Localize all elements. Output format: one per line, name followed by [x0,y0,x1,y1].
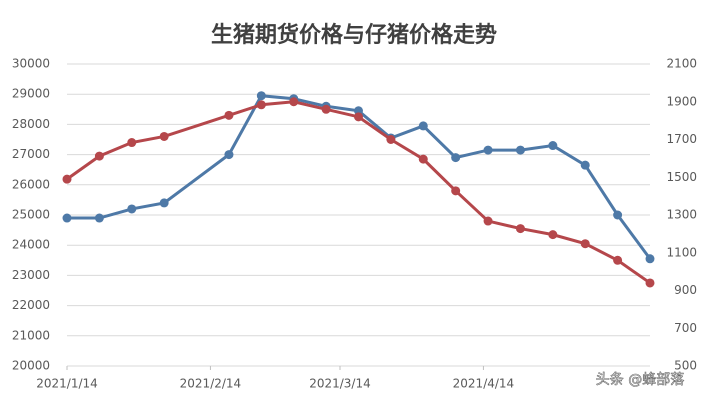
y2-tick-label: 700 [674,321,697,335]
point [645,278,655,288]
y-tick-label: 23000 [12,268,50,282]
point [580,160,590,170]
point [127,138,137,148]
point [224,110,234,120]
point [548,141,558,151]
point [515,224,525,234]
y2-tick-label: 500 [674,359,697,373]
x-tick-label: 2021/3/14 [309,377,371,391]
point [645,254,655,264]
y-tick-label: 20000 [12,359,50,373]
point [548,230,558,240]
y2-tick-label: 1700 [666,132,697,146]
point [94,213,104,223]
y2-tick-label: 1300 [666,208,697,222]
series-line [66,100,651,285]
point [159,198,169,208]
point [483,216,493,226]
point [451,186,461,196]
point [613,210,623,220]
point [418,121,428,131]
y-tick-label: 30000 [12,57,50,71]
y-tick-label: 21000 [12,328,50,342]
point [224,150,234,160]
point [321,104,331,114]
y-tick-label: 29000 [12,87,50,101]
y2-tick-label: 1100 [666,245,697,259]
point [354,112,363,122]
watermark: 头条 @蜂部落 [596,371,684,388]
point [386,135,396,144]
y-tick-label: 28000 [12,117,50,131]
chart-title: 生猪期货价格与仔猪价格走势 [211,22,497,48]
point [418,154,428,164]
point [613,255,623,265]
y2-tick-label: 1500 [666,170,697,184]
y2-tick-label: 900 [674,283,697,297]
point [580,239,590,249]
x-tick-label: 2021/4/14 [453,377,515,391]
point [256,91,266,101]
x-tick-label: 2021/1/14 [36,377,98,391]
y2-tick-label: 1900 [666,94,697,108]
point [62,213,72,223]
point [94,151,104,161]
point [451,153,461,163]
y2-tick-label: 2100 [666,57,697,71]
y-tick-label: 22000 [12,298,50,312]
point [289,97,299,107]
x-tick-label: 2021/2/14 [180,377,242,391]
y-tick-label: 24000 [12,238,50,252]
y-tick-label: 26000 [12,177,50,191]
y-tick-label: 25000 [12,208,50,222]
point [159,131,169,141]
series-line [67,94,652,260]
point [256,100,266,110]
y-tick-label: 27000 [12,147,50,161]
point [62,174,72,184]
point [515,145,525,155]
point [483,145,493,155]
point [127,204,137,214]
